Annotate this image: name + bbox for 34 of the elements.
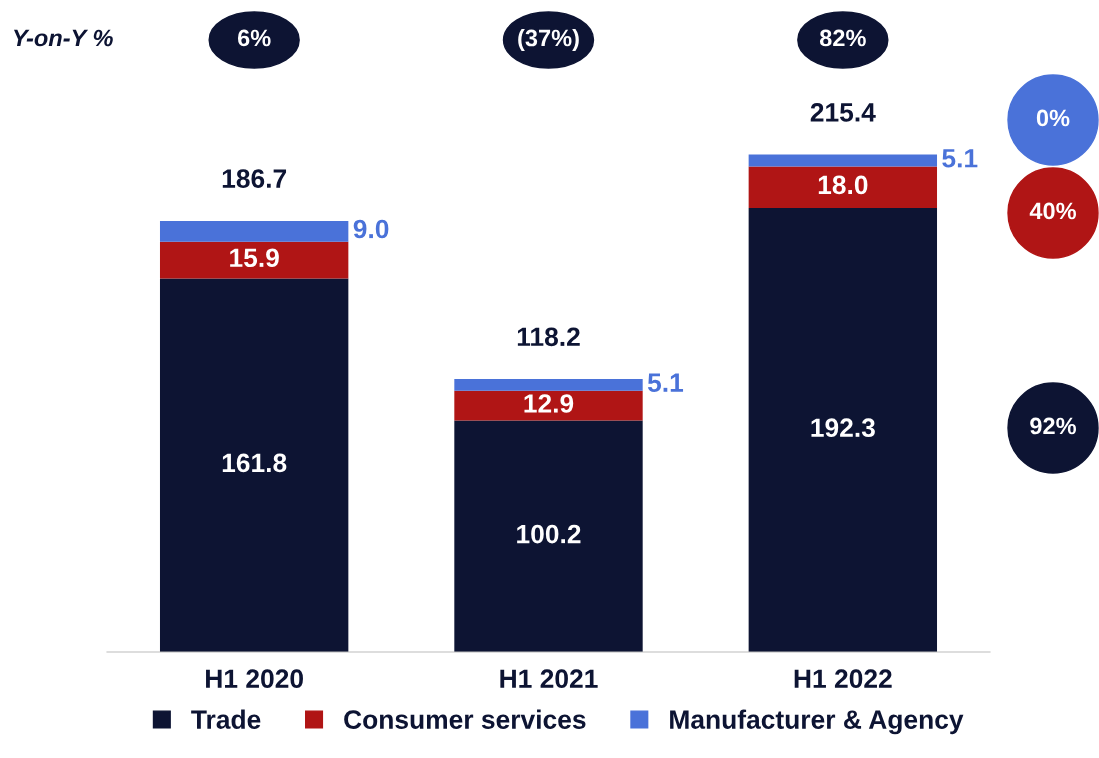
data-label: 9.0 <box>353 219 389 239</box>
legend-label: Trade <box>191 709 261 729</box>
bar <box>454 390 643 421</box>
data-label: 100.2 <box>517 524 581 544</box>
bar <box>159 220 349 242</box>
total-label: 118.2 <box>517 327 580 347</box>
legend-label: Consumer services <box>344 709 586 729</box>
text: 0% <box>1036 109 1070 127</box>
data-label: 192.3 <box>811 418 875 438</box>
bar <box>454 379 643 391</box>
bar <box>454 420 643 652</box>
text: 92% <box>1030 417 1077 435</box>
bar <box>748 207 938 652</box>
data-label: 18.0 <box>818 175 868 195</box>
text: 6% <box>237 29 271 47</box>
legend-label: Manufacturer & Agency <box>670 709 964 735</box>
total-label: 215.4 <box>810 103 876 122</box>
data-label: 161.8 <box>222 453 287 473</box>
x-tick-label: H1 2022 <box>794 669 892 689</box>
data-label: 5.1 <box>647 373 684 393</box>
text: Y-on-Y % <box>13 29 113 47</box>
text: 40% <box>1029 202 1077 220</box>
x-tick-label: H1 2021 <box>500 669 598 689</box>
bar <box>748 154 938 167</box>
data-label: 15.9 <box>230 248 279 268</box>
total-label: 186.7 <box>222 169 287 188</box>
data-label: 5.1 <box>942 149 978 168</box>
text: 82% <box>819 29 866 47</box>
text: (37%) <box>518 29 579 51</box>
bar <box>159 278 349 652</box>
data-label: 12.9 <box>524 394 574 413</box>
x-tick-label: H1 2020 <box>206 669 303 689</box>
bar <box>159 241 349 279</box>
bar <box>748 166 938 208</box>
